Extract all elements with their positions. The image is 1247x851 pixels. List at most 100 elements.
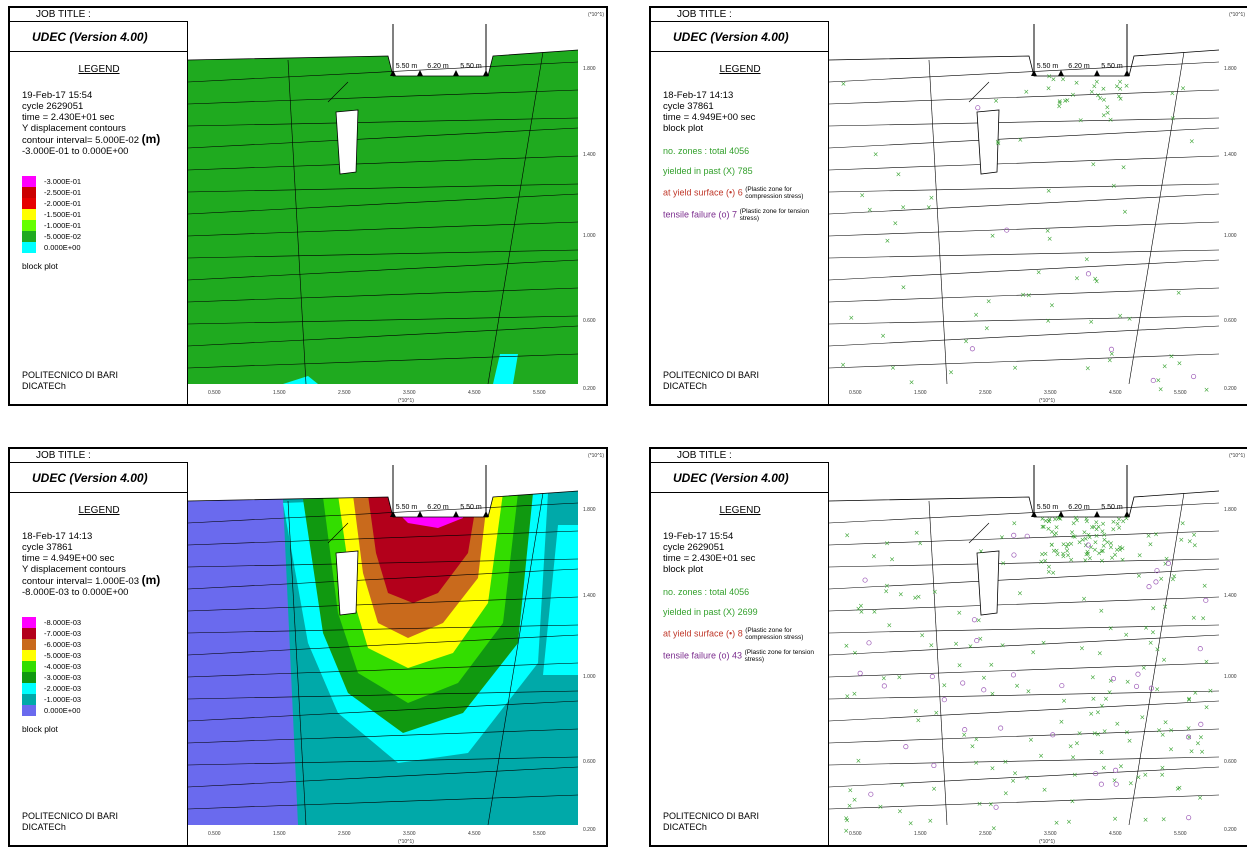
tensile-marker	[1153, 579, 1159, 585]
yielded-marker: ×	[873, 151, 879, 159]
yielded-marker: ×	[990, 232, 996, 240]
scale-label: -3.000E-01	[44, 177, 82, 186]
x-tick-label: 0.500	[208, 390, 221, 396]
yielded-marker: ×	[1054, 524, 1060, 532]
yielded-marker: ×	[1204, 386, 1210, 394]
yielded-marker: ×	[898, 591, 904, 599]
y-tick-label: 1.800	[1224, 507, 1237, 513]
load-triangle	[417, 511, 423, 517]
ground-surface	[828, 49, 1220, 77]
run-info: 19-Feb-17 15:54 cycle 2629051 time = 2.430…	[22, 90, 160, 157]
color-scale: -8.000E-03 -7.000E-03 -6.000E-03 -5.000E-03…	[22, 617, 81, 716]
yielded-marker: ×	[848, 314, 854, 322]
yielded-marker: ×	[1045, 317, 1051, 325]
yielded-marker: ×	[1164, 555, 1170, 563]
joint-line	[828, 89, 1220, 105]
yielded-marker: ×	[900, 204, 906, 212]
yielded-marker: ×	[1095, 730, 1101, 738]
yield-surface-label: at yield surface (•)	[663, 628, 736, 639]
org-name: POLITECNICO DI BARI	[663, 811, 760, 821]
tensile-marker	[1110, 676, 1117, 682]
yielded-marker: ×	[1141, 664, 1147, 672]
yielded-marker: ×	[880, 332, 886, 340]
block-plot-label: block plot	[22, 724, 58, 734]
yielded-marker: ×	[1038, 558, 1044, 566]
yielded-marker: ×	[1094, 532, 1100, 540]
joint-line	[828, 558, 1220, 568]
yielded-marker: ×	[1169, 89, 1175, 97]
udec-panel: JOB TITLE : UDEC (Version 4.00) LEGEND 18-F…	[8, 447, 608, 847]
yielded-marker: ×	[1056, 102, 1062, 110]
yielded-past: yielded in past (X) 2699	[663, 607, 758, 617]
yielded-marker: ×	[1061, 697, 1067, 705]
joint-line	[187, 353, 579, 369]
joint-line	[187, 558, 579, 568]
yielded-marker: ×	[968, 642, 974, 650]
yielded-marker: ×	[1175, 785, 1181, 793]
y-tick-label: 1.000	[583, 674, 596, 680]
yielded-marker: ×	[1042, 786, 1048, 794]
yielded-marker: ×	[1115, 520, 1121, 528]
yielded-marker: ×	[1159, 771, 1165, 779]
yielded-marker: ×	[1064, 96, 1070, 104]
dept-name: DICATECh	[663, 381, 707, 391]
tensile-marker	[1150, 377, 1156, 384]
yielded-marker: ×	[1049, 541, 1055, 549]
yielded-marker: ×	[981, 674, 987, 682]
joint-line	[187, 596, 579, 612]
scale-entry: -2.000E-01	[22, 198, 81, 209]
scale-entry: -8.000E-03	[22, 617, 81, 628]
joint-line	[828, 634, 1220, 656]
run-cycle: cycle 2629051	[22, 101, 84, 112]
yielded-marker: ×	[1057, 97, 1063, 105]
legend-title: LEGEND	[719, 64, 761, 75]
yielded-marker: ×	[1098, 607, 1104, 615]
joint-line	[828, 756, 1220, 766]
tensile-marker	[993, 804, 999, 810]
joint-line	[187, 183, 579, 193]
legend-column	[651, 22, 829, 404]
yielded-marker: ×	[1090, 674, 1096, 682]
scale-entry: -3.000E-03	[22, 672, 81, 683]
scale-swatch	[22, 617, 36, 628]
yielded-marker: ×	[1057, 515, 1063, 523]
tunnel-opening	[976, 550, 1000, 616]
scale-label: -6.000E-03	[44, 640, 82, 649]
yielded-marker: ×	[1081, 595, 1087, 603]
yielded-marker: ×	[884, 237, 890, 245]
yielded-marker: ×	[1124, 728, 1130, 736]
yielded-marker: ×	[1093, 519, 1099, 527]
yielded-marker: ×	[1117, 78, 1123, 86]
yielded-marker: ×	[1150, 604, 1156, 612]
x-tick-label: 3.500	[1044, 831, 1057, 837]
joint-line	[828, 568, 1220, 590]
yielded-marker: ×	[1062, 97, 1068, 105]
scale-label: -4.000E-03	[44, 662, 82, 671]
y-tick-label: 1.400	[583, 152, 596, 158]
yielded-marker: ×	[1046, 517, 1052, 525]
joint-line	[487, 51, 544, 385]
yielded-marker: ×	[896, 673, 902, 681]
yielded-marker: ×	[912, 594, 918, 602]
yielded-marker: ×	[1074, 517, 1080, 525]
scale-label: -3.000E-03	[44, 673, 82, 682]
y-tick-label: 0.200	[1224, 386, 1237, 392]
scale-entry: -4.000E-03	[22, 661, 81, 672]
yielded-marker: ×	[1053, 529, 1059, 537]
plot-area: 5.50 m 6.20 m 5.50 m	[187, 463, 606, 845]
run-time: time = 2.430E+01 sec	[22, 112, 115, 123]
y-tick-label: 1.400	[1224, 593, 1237, 599]
yielded-marker: ×	[1051, 547, 1057, 555]
tensile-marker	[903, 744, 909, 750]
yielded-marker: ×	[1046, 72, 1052, 80]
yielded-marker: ×	[1123, 631, 1129, 639]
yielded-marker: ×	[871, 552, 877, 560]
yielded-marker: ×	[908, 819, 914, 827]
yielded-marker: ×	[858, 608, 864, 616]
ground-fill	[829, 50, 1219, 384]
yielded-marker: ×	[956, 609, 962, 617]
y-tick-label: 1.000	[1224, 674, 1237, 680]
scale-label: 0.000E+00	[44, 243, 81, 252]
yielded-marker: ×	[1041, 639, 1047, 647]
yielded-marker: ×	[1057, 99, 1063, 107]
